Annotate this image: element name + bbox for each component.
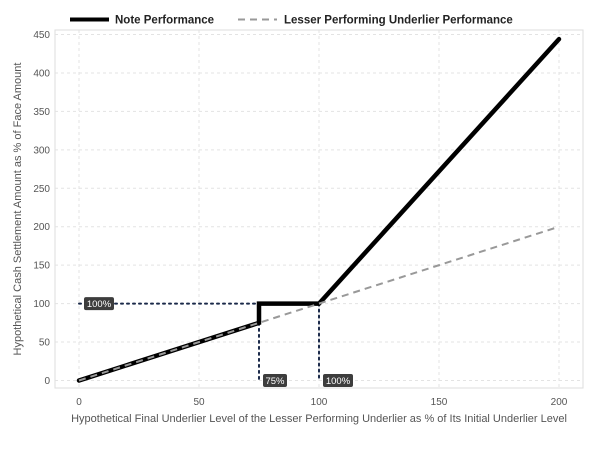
y-tick-label-100: 100 (33, 299, 50, 310)
x-tick-label-50: 50 (193, 397, 205, 408)
x-tick-label-200: 200 (551, 397, 568, 408)
y-tick-label-350: 350 (33, 107, 50, 118)
annotation-100-x-box (323, 374, 353, 387)
y-tick-label-50: 50 (39, 338, 51, 349)
legend-label-note-performance: Note Performance (115, 15, 214, 27)
y-tick-label-200: 200 (33, 222, 50, 233)
series-line-lesser-performing-underlier-performance (78, 225, 560, 382)
y-tick-label-400: 400 (33, 68, 50, 79)
annotation-100-x-text: 100% (326, 376, 351, 387)
y-tick-label-0: 0 (44, 376, 50, 387)
annotations: 100% 75% 100% (84, 297, 353, 387)
annotation-75-x: 75% (263, 374, 287, 387)
y-tick-label-300: 300 (33, 145, 50, 156)
y-tick-label-150: 150 (33, 261, 50, 272)
x-tick-label-0: 0 (76, 397, 82, 408)
annotation-100-y-box (84, 297, 114, 311)
y-axis-title: Hypothetical Cash Settlement Amount as %… (12, 63, 24, 356)
legend: Note Performance Lesser Performing Underl… (70, 15, 513, 27)
x-axis-title: Hypothetical Final Underlier Level of th… (71, 413, 567, 425)
annotation-100-x: 100% (323, 374, 353, 387)
x-tick-label-100: 100 (311, 397, 328, 408)
y-tick-label-250: 250 (33, 184, 50, 195)
x-tick-label-150: 150 (431, 397, 448, 408)
annotation-100-y-text: 100% (87, 299, 112, 310)
series (76, 36, 562, 383)
tick-labels: 0 50 100 150 200 0 50 100 150 200 250 300 350 400 450 (33, 30, 567, 408)
annotation-75-x-text: 75% (265, 376, 285, 387)
annotation-75-x-box (263, 374, 287, 387)
legend-label-lesser-performing-underlier: Lesser Performing Underlier Performance (284, 15, 513, 27)
y-tick-label-450: 450 (33, 30, 50, 41)
annotation-100-y: 100% (84, 297, 114, 311)
